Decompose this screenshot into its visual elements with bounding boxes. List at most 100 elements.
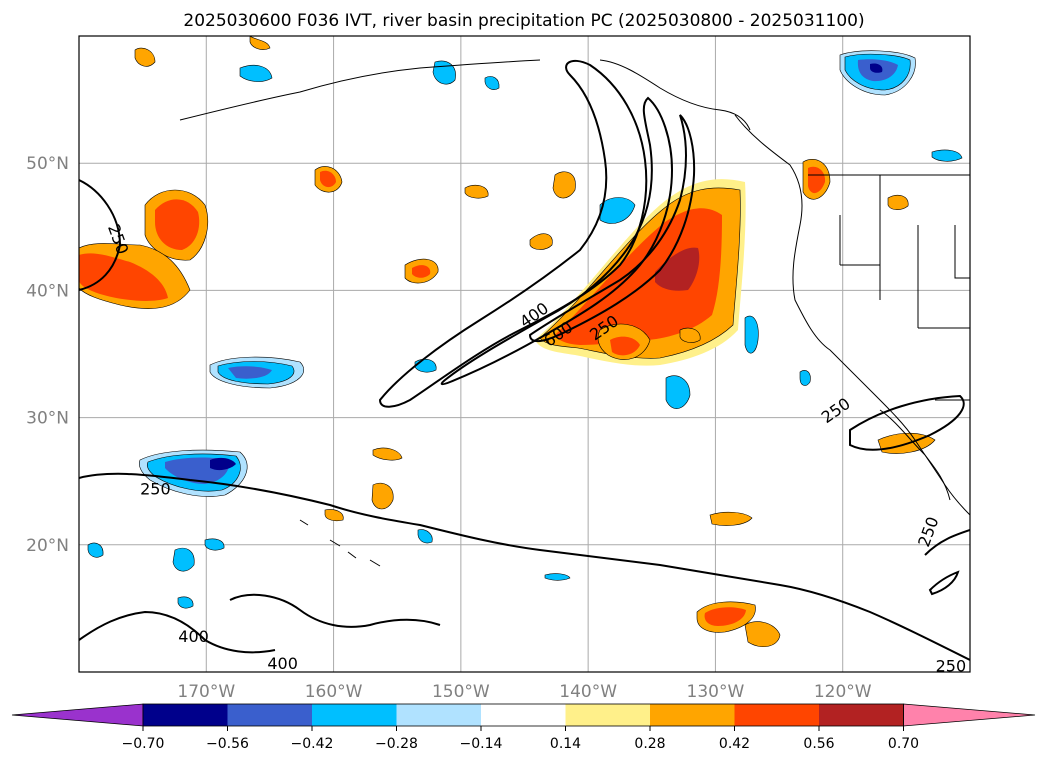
colorbar-tick-label: −0.42	[291, 736, 334, 752]
ivt-contour-250-south	[79, 472, 970, 661]
colorbar-tick-label: 0.14	[550, 736, 581, 752]
precip-positive-main-band-inner	[555, 208, 722, 345]
latitude-label: 30°N	[26, 409, 69, 429]
precip-positive-main-band-core	[655, 247, 700, 291]
colorbar-segment	[143, 704, 228, 726]
precip-negative-spot	[177, 596, 194, 609]
longitude-label: 160°W	[305, 682, 363, 702]
colorbar-segment	[650, 704, 735, 726]
colorbar-tick-label: −0.70	[122, 736, 165, 752]
colorbar-segment	[481, 704, 566, 726]
figure-title: 2025030600 F036 IVT, river basin precipi…	[183, 11, 864, 31]
colorbar-tick-label: −0.56	[206, 736, 249, 752]
precip-positive-spot	[704, 607, 746, 626]
precip-pc-shading	[79, 36, 963, 648]
precip-negative-spot	[204, 538, 225, 551]
latitude-labels: 50°N 40°N 30°N 20°N	[26, 154, 69, 556]
precip-positive-spot	[134, 47, 156, 67]
longitude-label: 170°W	[177, 682, 235, 702]
coastline-baja	[879, 409, 951, 501]
colorbar: −0.70 −0.56 −0.42 −0.28 −0.14 0.14 0.28 0.42 0.5…	[11, 703, 1036, 752]
coastline-aleutians	[179, 59, 541, 121]
precip-positive-spot	[610, 336, 640, 356]
ivt-contour-250-west	[79, 179, 122, 291]
precip-negative-spot	[228, 366, 272, 379]
colorbar-segment	[734, 704, 819, 726]
precip-positive-spot	[324, 509, 344, 522]
precip-positive-spot	[709, 511, 753, 526]
ivt-contour-400-south	[79, 610, 276, 654]
ivt-contour-400-south-2	[229, 593, 441, 628]
precip-negative-spot	[87, 542, 104, 558]
coastline-west-coast	[734, 114, 970, 516]
precip-negative-spot	[417, 529, 433, 544]
precip-positive-spot	[552, 171, 576, 199]
precip-negative-spot	[239, 65, 273, 82]
precip-negative-spot	[870, 63, 883, 73]
colorbar-tick-label: 0.28	[634, 736, 665, 752]
longitude-label: 140°W	[559, 682, 617, 702]
ivt-contour-250-se-2	[928, 570, 960, 596]
colorbar-segment	[396, 704, 481, 726]
precip-positive-west-lower-core	[79, 253, 168, 301]
colorbar-segment	[819, 704, 904, 726]
colorbar-extend-high	[903, 703, 1036, 727]
precip-negative-spot	[172, 547, 195, 572]
precip-positive-spot	[320, 170, 336, 188]
precip-positive-spot	[249, 36, 271, 50]
ivt-contour-400-ar	[440, 96, 674, 386]
longitude-label: 150°W	[432, 682, 490, 702]
ivt-contour-250-baja	[849, 394, 965, 451]
precip-negative-spot	[665, 375, 691, 409]
colorbar-tick-label: 0.70	[888, 736, 919, 752]
colorbar-segment	[227, 704, 312, 726]
longitude-label: 130°W	[687, 682, 745, 702]
state-borders	[839, 175, 970, 329]
ivt-contours	[79, 59, 970, 661]
colorbar-tick-label: 0.56	[803, 736, 834, 752]
precip-negative-spot	[484, 76, 500, 90]
ivt-contour-600-ar	[528, 114, 696, 343]
precip-positive-spot	[372, 447, 403, 461]
graticule	[79, 36, 970, 672]
ivt-contour-label: 400	[267, 654, 298, 673]
precip-negative-spot	[799, 370, 811, 386]
colorbar-tick-label: 0.42	[719, 736, 750, 752]
colorbar-segment	[312, 704, 397, 726]
colorbar-tick-label: −0.28	[375, 736, 418, 752]
precip-positive-spot	[679, 327, 701, 343]
precip-positive-spot	[371, 482, 394, 510]
latitude-label: 40°N	[26, 281, 69, 301]
colorbar-frame	[142, 703, 904, 727]
precip-positive-spot	[529, 233, 553, 250]
colorbar-extend-low	[11, 703, 144, 727]
map-background	[79, 36, 970, 672]
precip-positive-spot	[412, 265, 431, 278]
precip-negative-spot	[931, 149, 963, 162]
ivt-contour-250-ar	[378, 59, 648, 408]
ivt-contour-label: 400	[178, 627, 209, 646]
latitude-label: 50°N	[26, 154, 69, 174]
hawaiian-islands	[299, 519, 381, 567]
precip-negative-spot	[744, 315, 759, 354]
colorbar-segment	[565, 704, 650, 726]
coastlines-and-borders	[179, 59, 970, 567]
precip-negative-spot	[544, 573, 571, 581]
coastline-gulf-alaska	[599, 59, 751, 131]
precip-positive-spot	[744, 621, 781, 648]
latitude-label: 20°N	[26, 536, 69, 556]
precip-negative-spot	[210, 457, 236, 471]
precip-positive-spot	[808, 166, 826, 194]
colorbar-tick-label: −0.14	[460, 736, 503, 752]
map-frame	[78, 35, 971, 673]
longitude-labels: 170°W 160°W 150°W 140°W 130°W 120°W	[177, 682, 871, 702]
precip-negative-spot	[599, 197, 636, 224]
ivt-contour-label: 250	[936, 656, 967, 675]
precip-positive-spot	[464, 184, 489, 199]
ivt-contour-250-se	[924, 529, 970, 556]
precip-positive-spot	[887, 194, 909, 210]
precip-positive-west-upper-core	[155, 199, 200, 250]
longitude-label: 120°W	[814, 682, 872, 702]
